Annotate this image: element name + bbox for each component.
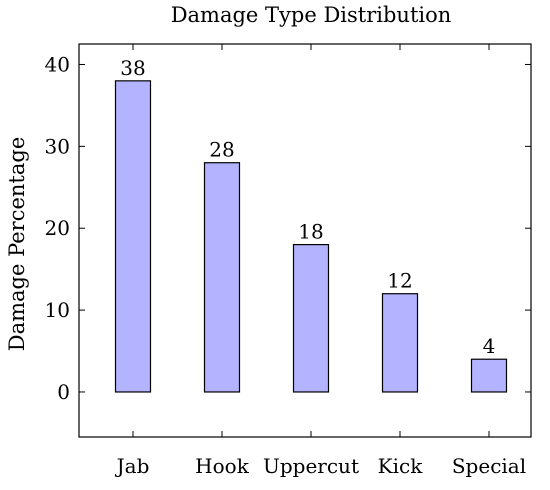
data-label-hook: 28 [209,138,234,162]
x-tick-label-special: Special [452,454,526,478]
bar-kick [381,293,419,393]
y-tick-label: 0 [57,380,70,404]
chart-title: Damage Type Distribution [171,3,452,27]
x-tick-label-kick: Kick [378,454,424,478]
bar-hook [203,162,241,393]
data-label-jab: 38 [120,56,145,80]
data-labels-group: 38 28 18 12 4 [120,56,495,358]
y-axis-ticks: 0 10 20 30 40 [45,52,531,404]
bar-special [470,358,508,393]
plot-frame [78,43,532,438]
y-axis-label: Damage Percentage [5,137,29,352]
bar-jab [114,80,152,393]
x-axis-ticks: Jab Hook Uppercut Kick Special [115,44,526,478]
y-tick-label: 10 [45,298,70,322]
bars-group [114,80,508,393]
x-tick-label-hook: Hook [195,454,250,478]
x-tick-label-jab: Jab [115,454,150,478]
data-label-uppercut: 18 [298,220,323,244]
bar-uppercut [292,243,330,393]
x-tick-label-uppercut: Uppercut [263,454,359,478]
y-tick-label: 20 [45,216,70,240]
data-label-kick: 12 [387,269,412,293]
y-tick-label: 30 [45,134,70,158]
data-label-special: 4 [483,334,496,358]
y-tick-label: 40 [45,52,70,76]
